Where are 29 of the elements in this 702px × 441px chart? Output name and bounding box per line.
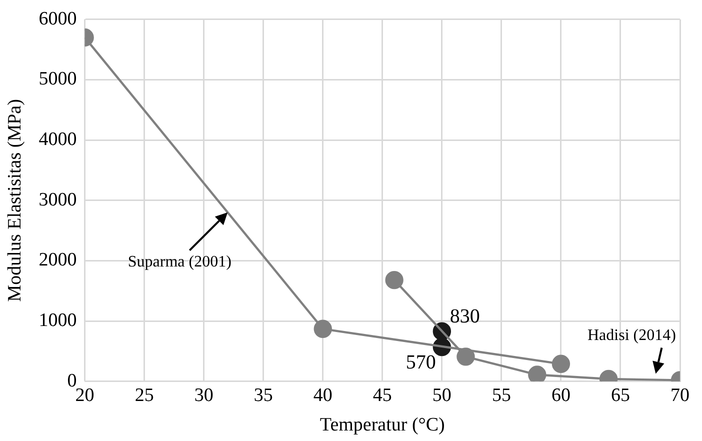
x-tick-label: 20 (75, 384, 94, 406)
y-tick-label: 5000 (38, 68, 77, 90)
point (314, 320, 332, 338)
x-tick-label: 65 (610, 384, 630, 406)
series-label: Hadisi (2014) (587, 326, 676, 344)
x-tick-label: 40 (313, 384, 332, 406)
y-tick-label: 3000 (38, 189, 77, 210)
x-tick-label: 30 (194, 384, 214, 406)
point (385, 270, 404, 290)
y-axis-title: Modulus Elastisitas (MPa) (4, 99, 26, 302)
point (528, 366, 546, 382)
x-tick-label: 50 (432, 384, 452, 406)
y-tick-label: 0 (67, 370, 77, 392)
data-label: 570 (406, 351, 436, 374)
y-tick-label: 6000 (38, 8, 77, 30)
x-axis-title: Temperatur (°C) (320, 414, 445, 436)
point (456, 348, 475, 366)
point (552, 354, 570, 374)
x-tick-label: 35 (254, 384, 273, 406)
data-label: 830 (450, 306, 480, 328)
series-label: Suparma (2001) (128, 254, 232, 271)
x-tick-label: 60 (551, 384, 570, 406)
y-tick-label: 1000 (38, 310, 77, 332)
x-tick-label: 45 (372, 384, 392, 406)
y-tick-label: 2000 (38, 250, 77, 271)
y-tick-label: 4000 (38, 129, 77, 150)
x-tick-label: 55 (492, 384, 511, 406)
x-tick-label: 25 (134, 384, 154, 406)
x-tick-label: 70 (670, 384, 690, 406)
